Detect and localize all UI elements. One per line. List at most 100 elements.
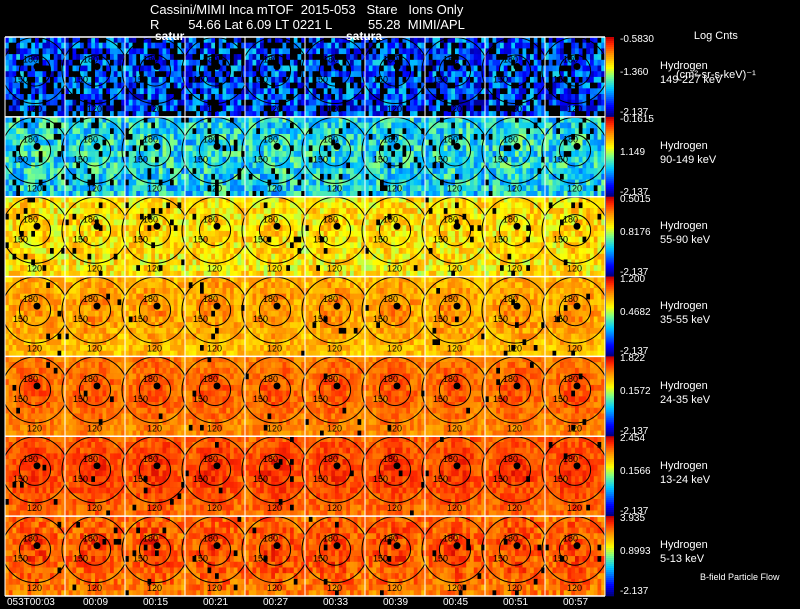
pixel-cell (230, 54, 235, 61)
pixel-cell (530, 133, 535, 140)
colorbar-segment (606, 66, 614, 70)
pixel-cell (372, 185, 377, 192)
pixel-cell (16, 219, 21, 226)
pixel-cell (485, 105, 490, 112)
pixel-cell (365, 59, 370, 66)
pixel-cell (455, 122, 460, 129)
contour-label-120: 120 (327, 104, 342, 114)
pixel-cell (578, 88, 583, 95)
pixel-cell (440, 128, 445, 135)
pixel-cell (436, 42, 441, 49)
pixel-cell (282, 116, 287, 123)
pixel-cell (136, 48, 141, 55)
pixel-cell (357, 145, 362, 152)
pixel-cell (53, 133, 58, 140)
contour-label-120: 120 (567, 104, 582, 114)
pixel-cell (241, 133, 246, 140)
pixel-cell (391, 139, 396, 146)
pixel-cell (578, 122, 583, 129)
pixel-cell (27, 191, 32, 198)
pixel-cell (522, 82, 527, 89)
pixel-cell (57, 259, 62, 266)
pixel-cell (593, 111, 598, 118)
pixel-cell (61, 185, 66, 192)
pixel-cell (68, 122, 73, 129)
pixel-cell (335, 156, 340, 163)
pixel-cell (91, 139, 96, 146)
pixel-cell (102, 94, 107, 101)
pixel-cell (406, 133, 411, 140)
pixel-cell (380, 162, 385, 169)
pixel-cell (252, 168, 257, 175)
pixel-cell (155, 185, 160, 192)
pixel-cell (53, 122, 58, 129)
pixel-cell (305, 179, 310, 186)
pixel-cell (211, 48, 216, 55)
pixel-cell (140, 179, 145, 186)
pixel-cell (518, 94, 523, 101)
pixel-cell (5, 151, 10, 158)
pixel-cell (477, 99, 482, 106)
pixel-cell (57, 122, 62, 129)
pixel-cell (143, 59, 148, 66)
pixel-cell (597, 151, 602, 158)
pixel-cell (248, 185, 253, 192)
pixel-cell (410, 151, 415, 158)
pixel-cell (87, 48, 92, 55)
pixel-cell (162, 116, 167, 123)
pixel-cell (222, 54, 227, 61)
pixel-cell (271, 185, 276, 192)
pixel-cell (155, 133, 160, 140)
pixel-cell (447, 88, 452, 95)
pixel-cell (357, 105, 362, 112)
pixel-cell (530, 185, 535, 192)
pixel-cell (451, 156, 456, 163)
pixel-cell (102, 111, 107, 118)
pixel-cell (158, 133, 163, 140)
pixel-cell (466, 65, 471, 72)
pixel-cell (256, 151, 261, 158)
pixel-cell (125, 133, 130, 140)
pixel-cell (35, 179, 40, 186)
pixel-cell (230, 173, 235, 180)
pixel-cell (305, 162, 310, 169)
pixel-cell (68, 128, 73, 135)
pixel-cell (226, 54, 231, 61)
pixel-cell (106, 179, 111, 186)
pixel-cell (106, 65, 111, 72)
pixel-cell (417, 145, 422, 152)
pixel-cell (260, 168, 265, 175)
pixel-cell (533, 168, 538, 175)
pixel-cell (102, 54, 107, 61)
pixel-cell (552, 88, 557, 95)
pixel-cell (173, 94, 178, 101)
pixel-cell (151, 168, 156, 175)
pixel-cell (353, 105, 358, 112)
pixel-cell (185, 168, 190, 175)
pixel-cell (346, 111, 351, 118)
contour-label-180: 180 (83, 55, 98, 65)
pixel-cell (110, 111, 115, 118)
contour-label-120: 120 (327, 184, 342, 194)
pixel-cell (308, 133, 313, 140)
pixel-cell (155, 173, 160, 180)
pixel-cell (42, 105, 47, 112)
pixel-cell (260, 179, 265, 186)
pixel-cell (50, 99, 55, 106)
pixel-cell (361, 116, 366, 123)
pixel-cell (57, 59, 62, 66)
pixel-cell (305, 59, 310, 66)
pixel-cell (518, 128, 523, 135)
pixel-cell (80, 191, 85, 198)
pixel-cell (50, 37, 55, 43)
pixel-cell (451, 94, 456, 101)
pixel-cell (503, 37, 508, 43)
pixel-cell (98, 94, 103, 101)
pixel-cell (128, 116, 133, 123)
pixel-cell (98, 88, 103, 95)
pixel-cell (128, 162, 133, 169)
pixel-cell (57, 94, 62, 101)
pixel-cell (537, 94, 542, 101)
pixel-cell (398, 168, 403, 175)
pixel-cell (203, 145, 208, 152)
